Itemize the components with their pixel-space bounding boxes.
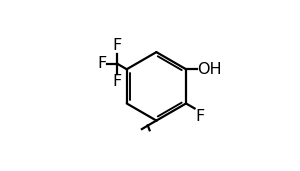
Text: F: F <box>112 38 122 53</box>
Text: F: F <box>97 56 106 71</box>
Text: OH: OH <box>198 62 222 77</box>
Text: F: F <box>195 109 205 124</box>
Text: F: F <box>112 74 122 89</box>
